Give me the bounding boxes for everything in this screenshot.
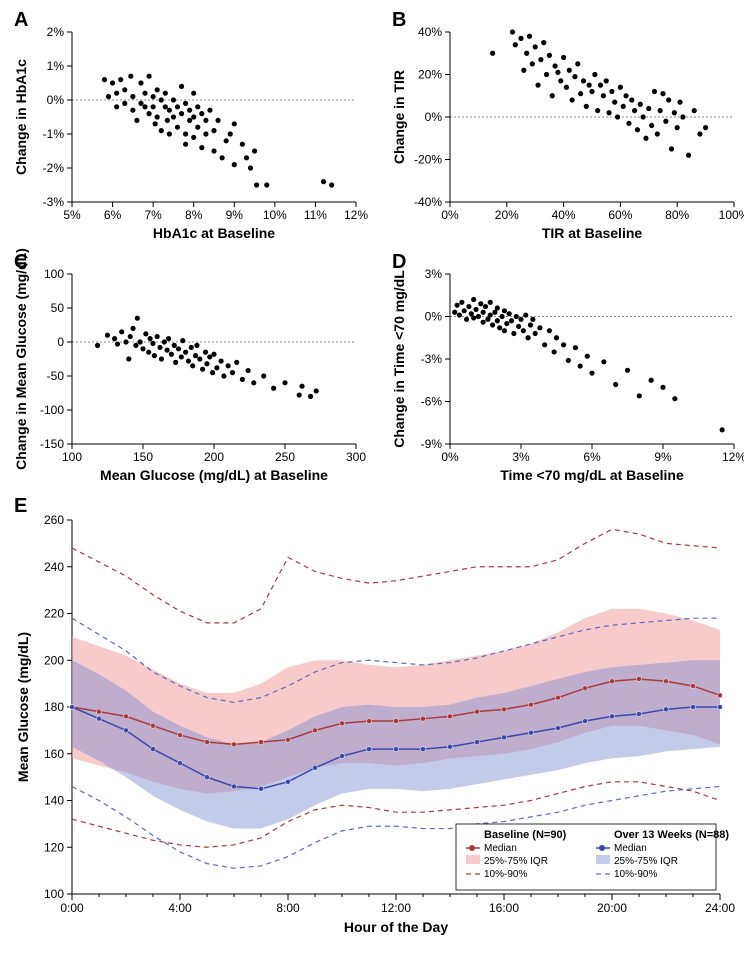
svg-text:-20%: -20% [414, 153, 442, 167]
svg-text:HbA1c at Baseline: HbA1c at Baseline [153, 225, 275, 241]
svg-text:10%-90%: 10%-90% [614, 869, 657, 880]
scatter-points [95, 316, 319, 399]
svg-text:0%: 0% [441, 450, 459, 464]
svg-text:-50: -50 [47, 369, 65, 383]
svg-text:300: 300 [346, 450, 366, 464]
svg-text:10%-90%: 10%-90% [484, 869, 527, 880]
svg-text:150: 150 [133, 450, 153, 464]
svg-text:20:00: 20:00 [597, 901, 627, 915]
svg-text:140: 140 [44, 794, 64, 808]
svg-text:Hour of the Day: Hour of the Day [344, 919, 448, 935]
svg-text:25%-75% IQR: 25%-75% IQR [484, 856, 548, 867]
svg-text:12%: 12% [722, 450, 744, 464]
svg-text:A: A [14, 9, 28, 31]
svg-text:12%: 12% [344, 208, 368, 222]
svg-text:Change in HbA1c: Change in HbA1c [13, 59, 29, 175]
svg-text:6%: 6% [583, 450, 601, 464]
svg-text:24:00: 24:00 [705, 901, 735, 915]
svg-text:0%: 0% [441, 208, 459, 222]
svg-text:240: 240 [44, 560, 64, 574]
svg-text:11%: 11% [304, 208, 327, 222]
svg-text:2%: 2% [47, 25, 65, 39]
svg-text:20%: 20% [418, 68, 442, 82]
svg-text:200: 200 [44, 653, 64, 667]
svg-text:Change in Time <70 mg/dL: Change in Time <70 mg/dL [391, 270, 407, 448]
scatter-points [102, 74, 334, 188]
svg-text:100: 100 [44, 887, 64, 901]
svg-text:40%: 40% [552, 208, 576, 222]
svg-text:-9%: -9% [421, 437, 443, 451]
svg-text:9%: 9% [654, 450, 672, 464]
svg-text:0:00: 0:00 [60, 901, 84, 915]
svg-text:250: 250 [275, 450, 295, 464]
svg-text:12:00: 12:00 [381, 901, 411, 915]
svg-text:-3%: -3% [43, 195, 65, 209]
svg-text:120: 120 [44, 840, 64, 854]
svg-text:180: 180 [44, 700, 64, 714]
svg-text:0%: 0% [425, 110, 443, 124]
svg-text:TIR at Baseline: TIR at Baseline [542, 225, 643, 241]
svg-text:0%: 0% [425, 310, 443, 324]
svg-text:Mean Glucose (mg/dL): Mean Glucose (mg/dL) [15, 632, 31, 782]
svg-text:-100: -100 [40, 403, 64, 417]
svg-text:Median: Median [484, 843, 517, 854]
svg-text:60%: 60% [608, 208, 632, 222]
scatter-points [490, 29, 708, 157]
svg-text:1%: 1% [47, 59, 65, 73]
svg-text:5%: 5% [63, 208, 81, 222]
svg-text:10%: 10% [263, 208, 287, 222]
svg-text:200: 200 [204, 450, 224, 464]
svg-text:Median: Median [614, 843, 647, 854]
svg-text:-150: -150 [40, 437, 64, 451]
svg-text:-3%: -3% [421, 352, 443, 366]
svg-text:7%: 7% [144, 208, 162, 222]
svg-text:50: 50 [51, 301, 65, 315]
svg-text:D: D [392, 251, 406, 273]
svg-text:E: E [14, 495, 27, 517]
svg-text:Time <70 mg/dL at Baseline: Time <70 mg/dL at Baseline [500, 467, 684, 483]
svg-text:Change in TIR: Change in TIR [391, 70, 407, 164]
svg-text:4:00: 4:00 [168, 901, 192, 915]
svg-text:-40%: -40% [414, 195, 442, 209]
svg-text:40%: 40% [418, 25, 442, 39]
svg-text:220: 220 [44, 607, 64, 621]
svg-text:25%-75% IQR: 25%-75% IQR [614, 856, 678, 867]
svg-text:8%: 8% [185, 208, 203, 222]
svg-text:3%: 3% [512, 450, 530, 464]
svg-text:80%: 80% [665, 208, 689, 222]
svg-text:0: 0 [57, 335, 64, 349]
svg-text:Change in Mean Glucose (mg/dL): Change in Mean Glucose (mg/dL) [13, 248, 29, 470]
svg-text:20%: 20% [495, 208, 519, 222]
svg-text:6%: 6% [104, 208, 122, 222]
svg-text:-6%: -6% [421, 395, 443, 409]
svg-text:Mean Glucose (mg/dL) at Baseli: Mean Glucose (mg/dL) at Baseline [100, 467, 328, 483]
svg-text:260: 260 [44, 513, 64, 527]
svg-text:100%: 100% [719, 208, 744, 222]
svg-text:3%: 3% [425, 267, 443, 281]
svg-text:100: 100 [62, 450, 82, 464]
svg-text:B: B [392, 9, 406, 31]
svg-text:9%: 9% [226, 208, 244, 222]
svg-text:160: 160 [44, 747, 64, 761]
svg-text:8:00: 8:00 [276, 901, 300, 915]
svg-text:Over 13 Weeks (N=88): Over 13 Weeks (N=88) [614, 829, 729, 841]
svg-text:Baseline (N=90): Baseline (N=90) [484, 829, 567, 841]
svg-text:-2%: -2% [43, 161, 65, 175]
svg-text:-1%: -1% [43, 127, 65, 141]
svg-text:16:00: 16:00 [489, 901, 519, 915]
svg-text:0%: 0% [47, 93, 65, 107]
scatter-points [452, 297, 725, 433]
svg-text:100: 100 [44, 267, 64, 281]
